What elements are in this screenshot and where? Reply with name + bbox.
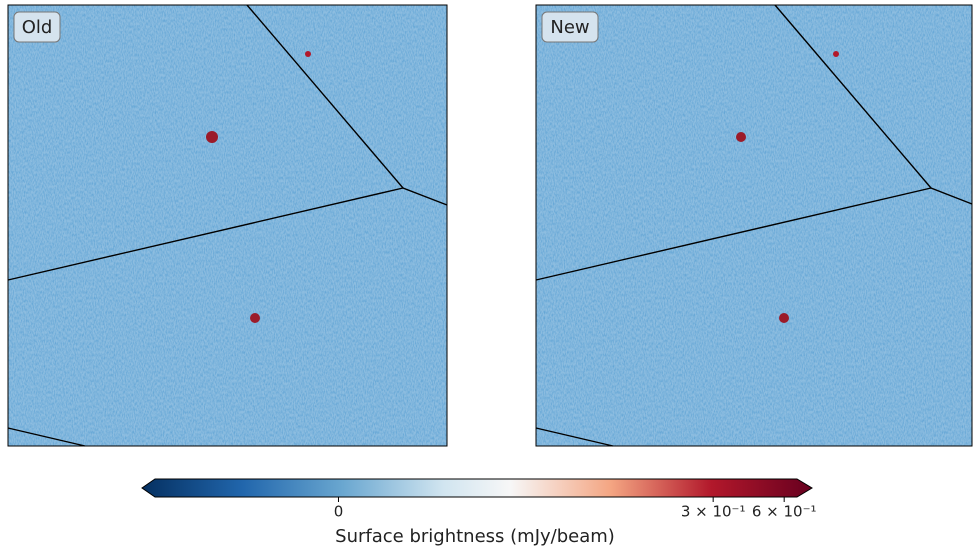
source <box>305 51 311 57</box>
source <box>250 313 260 323</box>
boundary <box>535 427 614 447</box>
colorbar: Surface brightness (mJy/beam) <box>141 478 813 547</box>
tick-label: 3 × 10⁻¹ <box>681 503 746 521</box>
source <box>206 131 218 143</box>
panel-old: Old <box>7 4 448 447</box>
frame <box>7 4 448 447</box>
source <box>736 132 746 142</box>
tick-label: 0 <box>334 503 344 521</box>
boundary <box>535 187 932 281</box>
colorbar-body <box>141 478 813 498</box>
source <box>833 51 839 57</box>
panel-label: New <box>550 17 589 38</box>
frame <box>535 4 973 447</box>
label-box <box>13 11 61 43</box>
panel-new: New <box>535 4 973 447</box>
tick-label: 6 × 10⁻¹ <box>752 503 817 521</box>
label-box <box>541 11 599 43</box>
boundary <box>7 427 86 447</box>
source <box>779 313 789 323</box>
image-noise <box>536 5 972 446</box>
boundary <box>7 187 404 281</box>
colorbar-label: Surface brightness (mJy/beam) <box>335 526 615 547</box>
panel-label: Old <box>22 17 53 38</box>
image-noise <box>8 5 447 446</box>
